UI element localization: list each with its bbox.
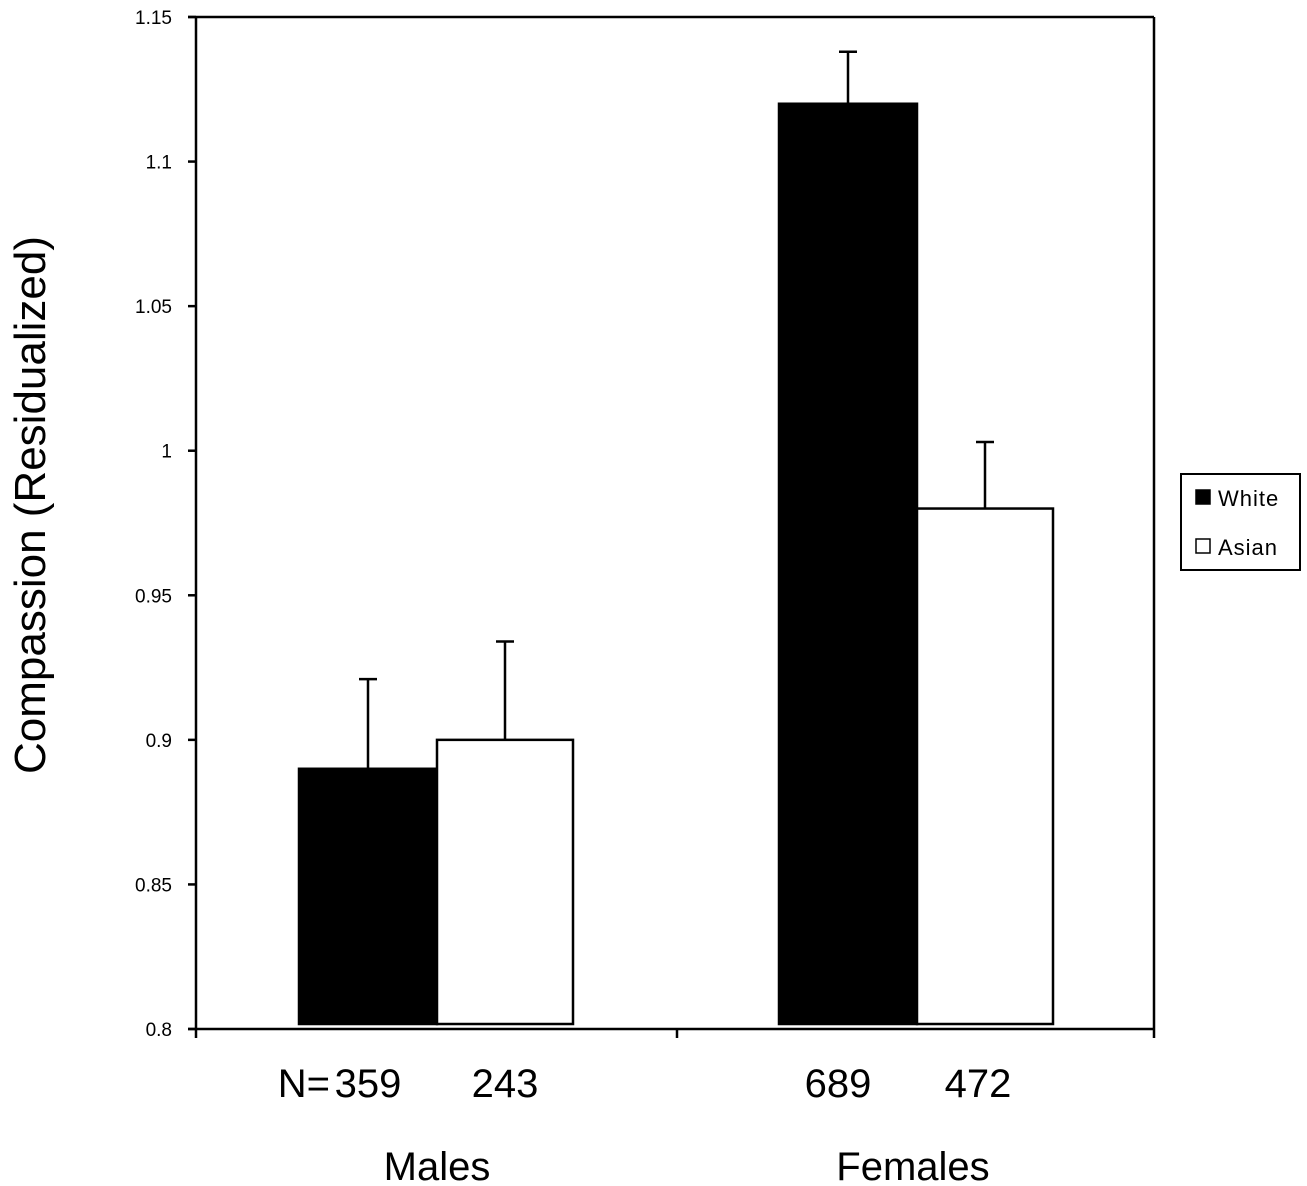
bar-white-females (777, 102, 919, 1026)
y-tick-label: 0.8 (146, 1020, 172, 1041)
legend-swatch-asian (1195, 538, 1211, 554)
y-tick-label: 1.1 (146, 153, 172, 174)
error-bars-layer (359, 50, 994, 769)
category-labels: Males Females (384, 1145, 990, 1186)
legend: White Asian (1180, 473, 1301, 571)
y-tick-label: 0.95 (135, 586, 172, 607)
legend-label-asian: Asian (1218, 535, 1278, 560)
legend-swatch-white (1195, 489, 1211, 505)
sample-size-label: 359 (335, 1062, 402, 1106)
bar-asian-females (915, 507, 1055, 1026)
y-tick-label: 1.05 (135, 297, 172, 318)
legend-label-white: White (1218, 486, 1279, 511)
sample-size-label: 472 (945, 1062, 1012, 1106)
sample-size-label: 689 (805, 1062, 872, 1106)
y-ticks: 0.8 0.85 0.9 0.95 1 1.05 1.1 1.15 (135, 8, 196, 1041)
y-tick-label: 1.15 (135, 8, 172, 29)
category-label-females: Females (836, 1145, 989, 1186)
bar-asian-males (435, 738, 575, 1026)
y-tick-label: 0.85 (135, 875, 172, 896)
bars-layer (297, 102, 1055, 1026)
sample-size-labels: 359 243 689 472 N= (278, 1062, 1012, 1106)
y-tick-label: 1 (161, 442, 172, 463)
y-axis-label: Compassion (Residualized) (6, 236, 55, 774)
category-label-males: Males (384, 1145, 491, 1186)
bar-white-males (297, 767, 439, 1026)
sample-size-label: 243 (472, 1062, 539, 1106)
sample-size-prefix: N= (278, 1062, 330, 1106)
axes (188, 15, 1156, 1038)
y-tick-label: 0.9 (146, 731, 172, 752)
